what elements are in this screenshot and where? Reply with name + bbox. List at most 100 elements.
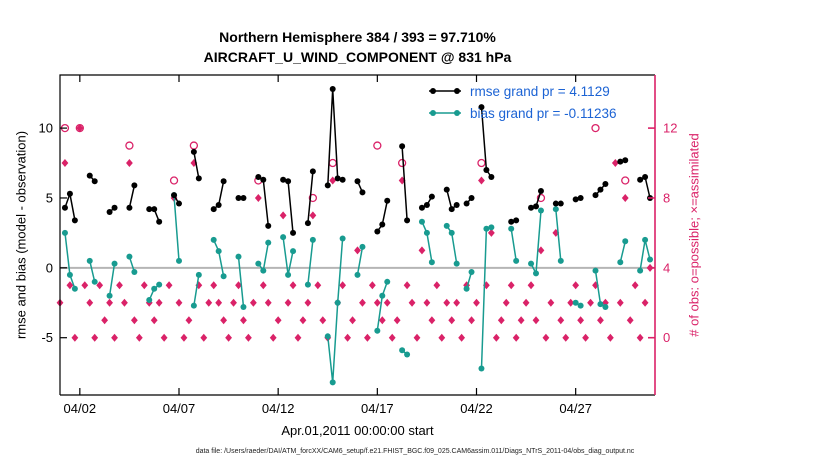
rmse-point — [220, 178, 227, 185]
assimilated-diamond-icon — [354, 246, 361, 255]
bias-point — [602, 303, 609, 310]
x-axis-label: Apr.01,2011 00:00:00 start — [281, 423, 434, 438]
rmse-point — [126, 204, 133, 211]
rmse-point — [359, 189, 366, 196]
right-tick-label: 12 — [663, 121, 677, 136]
left-tick-label: 0 — [46, 260, 53, 275]
rmse-point — [285, 178, 292, 185]
rmse-point — [483, 167, 490, 174]
rmse-point — [240, 194, 247, 201]
right-axis-label: # of obs: o=possible; ×=assimilated — [686, 133, 702, 337]
bias-series — [61, 192, 654, 386]
rmse-point — [106, 208, 113, 215]
possible-circle-icon — [169, 176, 179, 185]
legend-label-rmse: rmse grand pr = 4.1129 — [470, 83, 610, 99]
title-line2: AIRCRAFT_U_WIND_COMPONENT @ 831 hPa — [203, 49, 512, 65]
bias-point — [309, 236, 316, 243]
assimilated-diamond-icon — [507, 281, 515, 290]
legend-item-rmse: rmse grand pr = 4.1129 — [427, 80, 616, 102]
rmse-point — [637, 176, 644, 183]
assimilated-diamond-icon — [160, 333, 168, 342]
assimilated-diamond-icon — [393, 316, 401, 325]
bias-point — [463, 285, 470, 292]
bias-point — [557, 257, 564, 264]
rmse-point — [533, 203, 539, 210]
axis-spines — [59, 74, 655, 395]
rmse-point — [324, 182, 331, 189]
possible-circle-icon — [621, 176, 630, 185]
assimilated-diamond-icon — [487, 228, 495, 237]
bias-point — [71, 285, 78, 292]
assimilated-diamond-icon — [274, 316, 282, 325]
left-axis-label: rmse and bias (model - observation) — [13, 130, 29, 340]
legend-item-bias: bias grand pr = -0.11236 — [427, 102, 616, 124]
plot-title: Northern Hemisphere 384 / 393 = 97.710% … — [60, 27, 655, 67]
assimilated-diamond-icon — [71, 333, 79, 342]
assimilated-diamond-icon — [249, 298, 257, 307]
assimilated-diamond-icon — [473, 298, 480, 307]
assimilated-diamond-icon — [492, 333, 500, 342]
rmse-point — [91, 178, 98, 185]
rmse-point — [146, 206, 153, 213]
rmse-point — [290, 229, 297, 236]
rmse-point — [642, 174, 649, 181]
assimilated-diamond-icon — [562, 333, 570, 342]
x-tick-label: 04/22 — [460, 401, 493, 416]
rmse-point — [235, 194, 242, 201]
bias-point — [126, 253, 133, 260]
bias-point — [453, 260, 460, 267]
bias-point — [304, 281, 311, 288]
assimilated-diamond-icon — [458, 333, 466, 342]
bias-point — [642, 236, 649, 243]
bias-point — [448, 229, 455, 236]
rmse-point — [329, 85, 336, 92]
rmse-point — [86, 172, 93, 179]
assimilated-diamond-icon — [235, 281, 242, 290]
bias-point — [329, 379, 336, 386]
rmse-point — [508, 218, 515, 225]
bias-point — [215, 248, 222, 255]
bias-point — [354, 271, 361, 278]
rmse-point — [71, 217, 78, 224]
rmse-sample-dot — [430, 88, 436, 94]
assimilated-diamond-icon — [150, 316, 158, 325]
assimilated-diamond-icon — [567, 298, 575, 307]
assimilated-diamond-icon — [264, 298, 272, 307]
bias-point — [528, 260, 535, 267]
assimilated-diamond-icon — [597, 316, 604, 325]
bias-point — [111, 260, 118, 267]
rmse-point — [215, 201, 222, 208]
assimilated-diamond-icon — [344, 333, 351, 342]
possible-circle-icon — [125, 141, 134, 150]
bias-point — [339, 235, 346, 242]
rmse-point — [418, 204, 425, 211]
rmse-point — [176, 200, 182, 207]
bias-point — [210, 236, 217, 243]
assimilated-diamond-icon — [547, 298, 555, 307]
rmse-point — [334, 175, 341, 182]
rmse-point — [151, 206, 158, 213]
assimilated-diamond-icon — [468, 316, 475, 325]
bias-point — [240, 303, 247, 310]
bias-point — [374, 327, 381, 334]
assimilated-diamond-icon — [582, 333, 589, 342]
rmse-point — [617, 158, 624, 165]
bias-point — [399, 347, 406, 354]
bias-point — [156, 281, 163, 288]
assimilated-diamond-icon — [359, 298, 366, 307]
bias-point — [66, 271, 73, 278]
possible-circle-icon — [308, 193, 318, 203]
assimilated-diamond-icon — [289, 281, 297, 290]
rmse-point — [592, 192, 599, 199]
bias-point — [151, 285, 158, 292]
assimilated-diamond-icon — [140, 281, 148, 290]
assimilated-diamond-icon — [383, 298, 391, 307]
assimilated-diamond-icon — [532, 316, 540, 325]
assimilated-diamond-icon — [611, 159, 619, 168]
assimilated-diamond-icon — [512, 333, 520, 342]
assimilated-diamond-icon — [111, 333, 118, 342]
rmse-point — [463, 200, 470, 207]
rmse-point — [557, 200, 564, 207]
assimilated-diamond-icon — [225, 333, 232, 342]
rmse-point — [260, 176, 267, 183]
